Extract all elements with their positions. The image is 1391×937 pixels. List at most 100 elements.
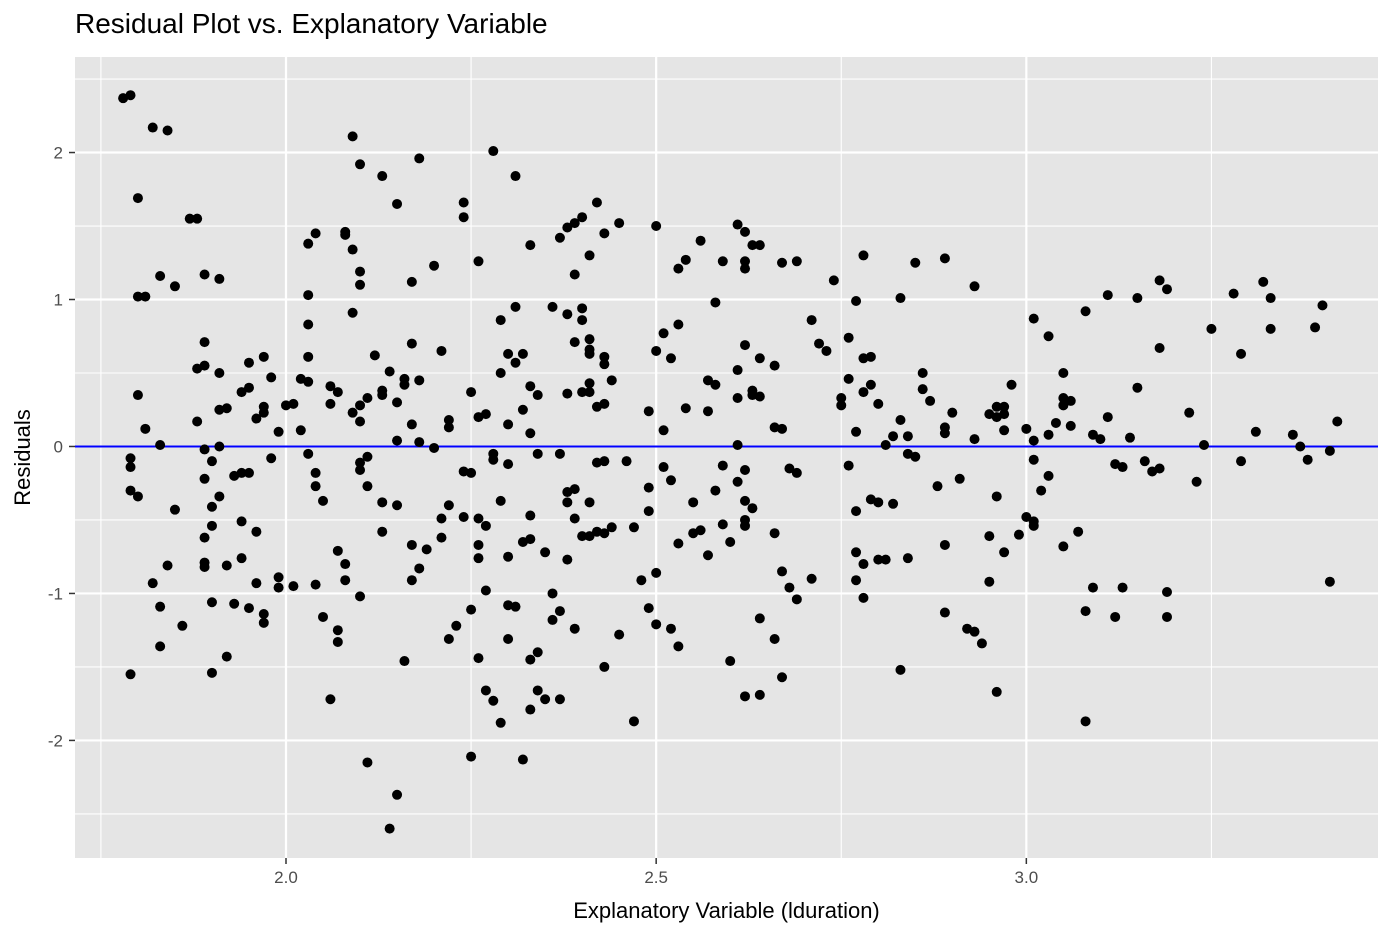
data-point xyxy=(591,457,602,468)
data-point xyxy=(362,392,373,403)
data-point xyxy=(310,228,321,239)
data-point xyxy=(777,423,788,434)
data-point xyxy=(925,395,936,406)
data-point xyxy=(295,425,306,436)
data-point xyxy=(599,359,610,370)
data-point xyxy=(532,685,543,696)
data-point xyxy=(769,360,780,371)
data-point xyxy=(858,559,869,570)
data-point xyxy=(621,456,632,467)
data-point xyxy=(658,425,669,436)
data-point xyxy=(584,334,595,345)
data-point xyxy=(325,398,336,409)
data-point xyxy=(651,619,662,630)
data-point xyxy=(740,226,751,237)
data-point xyxy=(517,348,528,359)
x-tick-label: 2.5 xyxy=(644,868,668,887)
data-point xyxy=(332,387,343,398)
data-point xyxy=(843,460,854,471)
data-point xyxy=(399,373,410,384)
data-point xyxy=(488,146,499,157)
data-point xyxy=(273,426,284,437)
data-point xyxy=(362,757,373,768)
data-point xyxy=(310,481,321,492)
data-point xyxy=(155,270,166,281)
data-point xyxy=(443,634,454,645)
data-point xyxy=(547,301,558,312)
data-point xyxy=(969,626,980,637)
data-point xyxy=(488,454,499,465)
data-point xyxy=(1021,512,1032,523)
data-point xyxy=(399,656,410,667)
data-point xyxy=(584,531,595,542)
data-point xyxy=(673,263,684,274)
data-point xyxy=(1132,382,1143,393)
data-point xyxy=(910,451,921,462)
data-point xyxy=(717,256,728,267)
data-point xyxy=(784,463,795,474)
data-point xyxy=(740,495,751,506)
data-point xyxy=(1058,367,1069,378)
data-point xyxy=(325,381,336,392)
data-point xyxy=(221,403,232,414)
data-point xyxy=(280,400,291,411)
data-point xyxy=(495,315,506,326)
data-point xyxy=(125,453,136,464)
data-point xyxy=(355,416,366,427)
data-point xyxy=(347,131,358,142)
data-point xyxy=(806,315,817,326)
data-point xyxy=(495,367,506,378)
data-point xyxy=(688,497,699,508)
data-point xyxy=(266,372,277,383)
data-point xyxy=(902,553,913,564)
data-point xyxy=(895,415,906,426)
data-point xyxy=(991,401,1002,412)
data-point xyxy=(895,664,906,675)
data-point xyxy=(1228,288,1239,299)
data-point xyxy=(347,307,358,318)
data-point xyxy=(1028,435,1039,446)
data-point xyxy=(192,213,203,224)
data-point xyxy=(1162,284,1173,295)
data-point xyxy=(939,607,950,618)
data-point xyxy=(340,226,351,237)
data-point xyxy=(591,526,602,537)
minor-gridlines xyxy=(75,57,1378,858)
data-point xyxy=(873,497,884,508)
data-point xyxy=(569,484,580,495)
data-point xyxy=(1021,423,1032,434)
data-point xyxy=(725,656,736,667)
data-point xyxy=(858,353,869,364)
data-point xyxy=(873,554,884,565)
data-point xyxy=(503,551,514,562)
data-point xyxy=(969,434,980,445)
data-point xyxy=(1110,611,1121,622)
data-point xyxy=(214,441,225,452)
data-point xyxy=(1184,407,1195,418)
data-point xyxy=(1087,582,1098,593)
data-point xyxy=(784,582,795,593)
data-point xyxy=(1302,454,1313,465)
data-point xyxy=(132,491,143,502)
data-point xyxy=(740,520,751,531)
data-point xyxy=(347,244,358,255)
data-point xyxy=(140,291,151,302)
data-point xyxy=(214,491,225,502)
data-point xyxy=(1036,485,1047,496)
data-point xyxy=(828,275,839,286)
data-point xyxy=(1087,429,1098,440)
data-point xyxy=(303,448,314,459)
data-point xyxy=(473,553,484,564)
data-point xyxy=(1073,526,1084,537)
data-point xyxy=(710,379,721,390)
data-point xyxy=(458,512,469,523)
data-point xyxy=(1206,323,1217,334)
data-point xyxy=(1287,429,1298,440)
data-point xyxy=(1250,426,1261,437)
data-point xyxy=(377,526,388,537)
data-point xyxy=(406,575,417,586)
data-point xyxy=(1043,470,1054,481)
data-point xyxy=(1191,476,1202,487)
data-point xyxy=(643,482,654,493)
